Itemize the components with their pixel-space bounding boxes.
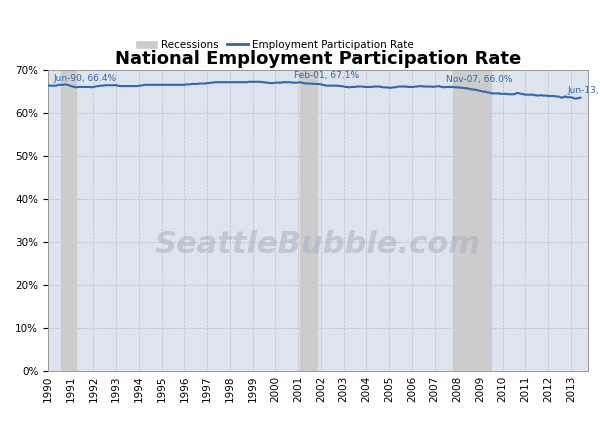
Bar <box>300 70 317 371</box>
Text: SeattleBubble.com: SeattleBubble.com <box>155 230 481 259</box>
Bar <box>454 70 491 371</box>
Text: Jun-13, 63.5%: Jun-13, 63.5% <box>567 86 600 95</box>
Text: Jun-90, 66.4%: Jun-90, 66.4% <box>53 74 117 83</box>
Title: National Employment Participation Rate: National Employment Participation Rate <box>115 50 521 68</box>
Bar <box>61 70 76 371</box>
Text: Nov-07, 66.0%: Nov-07, 66.0% <box>446 75 512 85</box>
Legend: Recessions, Employment Participation Rate: Recessions, Employment Participation Rat… <box>132 36 418 54</box>
Text: Feb-01, 67.1%: Feb-01, 67.1% <box>295 71 359 80</box>
